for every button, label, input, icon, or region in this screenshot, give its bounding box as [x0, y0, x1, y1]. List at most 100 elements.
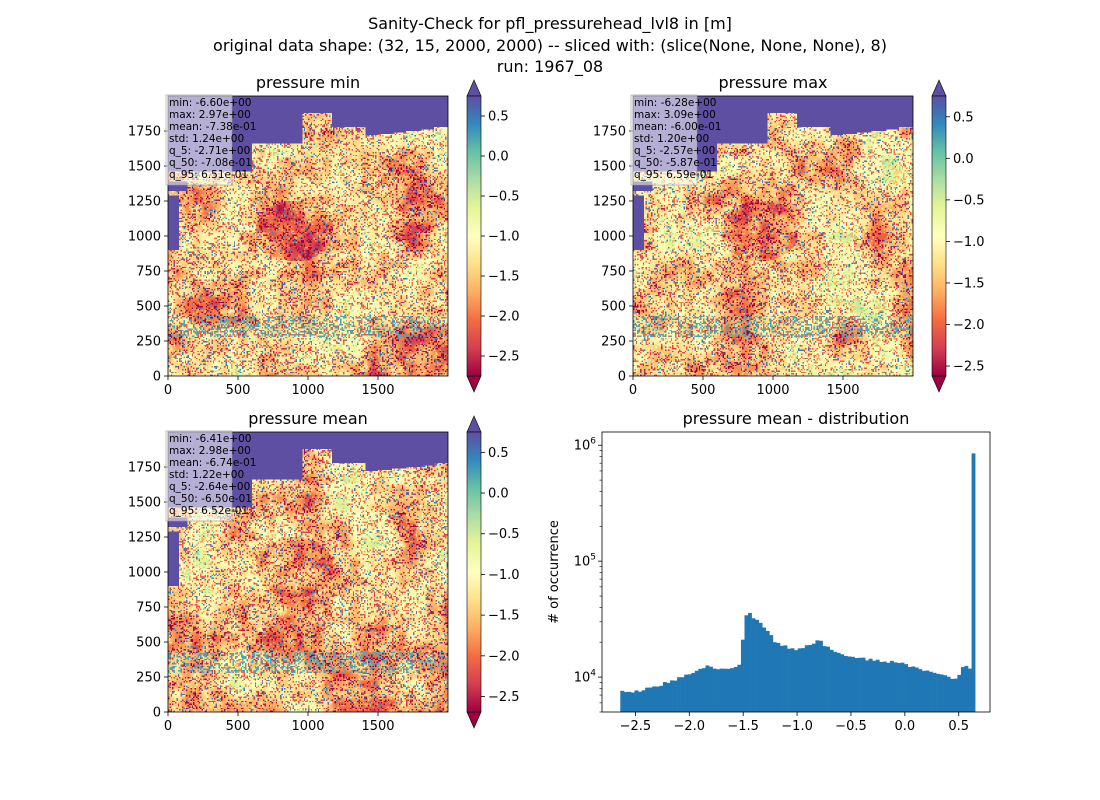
histogram-bar [893, 662, 898, 712]
histogram-bar [645, 687, 650, 712]
histogram-bar [968, 668, 972, 712]
colorbar-tick-label: −0.5 [953, 193, 985, 208]
colorbar-tick-label: 0.5 [488, 446, 509, 461]
x-tick-label: 1500 [361, 719, 394, 734]
histogram-bar [769, 635, 774, 712]
x-tick-label: −1.0 [781, 719, 813, 734]
histogram-bar [911, 666, 916, 712]
x-tick-label: −2.0 [674, 719, 706, 734]
x-tick-label: 0 [164, 383, 172, 398]
x-tick-label: 500 [226, 719, 251, 734]
histogram-bar [854, 658, 859, 712]
colorbar-tick-label: −2.0 [953, 318, 985, 333]
histogram-bar [797, 648, 802, 712]
histogram-bar [936, 673, 940, 712]
stats-line: max: 3.09e+00 [634, 109, 716, 121]
y-tick-base: 10 [574, 555, 591, 570]
histogram-bar [943, 675, 948, 712]
y-tick-label: 1500 [128, 496, 161, 511]
colorbar: −2.5 −2.0 −1.5 −1.0 −0.5 0.0 0.5 [466, 415, 520, 729]
histogram-bar [843, 655, 848, 712]
colorbar-tick-label: −2.5 [953, 360, 985, 375]
y-tick-label: 0 [153, 370, 161, 385]
histogram-bar [865, 660, 869, 712]
histogram-bar [858, 657, 862, 712]
histogram-bar [932, 672, 937, 712]
histogram-bar [953, 678, 958, 712]
histogram-bar [939, 674, 944, 712]
stats-line: q_95: 6.59e-01 [634, 169, 713, 181]
histogram-bar [886, 662, 891, 712]
y-tick-label: 1250 [593, 195, 626, 210]
colorbar-extend-min [466, 711, 482, 729]
panel-title: pressure mean - distribution [683, 409, 910, 428]
histogram-bar [914, 667, 919, 712]
histogram-bar [776, 642, 781, 712]
colorbar-tick-label: 0.0 [953, 152, 974, 167]
stats-box-background [630, 94, 698, 186]
y-tick-label: 1750 [593, 125, 626, 140]
colorbar-tick-label: −1.5 [488, 270, 520, 285]
histogram-bar [733, 666, 738, 712]
figure-title-line-3: run: 1967_08 [497, 57, 603, 77]
histogram-bar [740, 639, 745, 712]
histogram-bar [907, 666, 912, 712]
y-tick-exponent: 4 [590, 669, 596, 679]
histogram-bar [918, 669, 923, 712]
y-tick-label: 1500 [593, 160, 626, 175]
y-tick-label: 500 [136, 300, 161, 315]
histogram-bar [833, 651, 838, 712]
stats-line: std: 1.22e+00 [169, 469, 244, 481]
histogram-bar [716, 669, 720, 712]
histogram-bar [737, 664, 742, 712]
y-tick-exponent: 6 [590, 437, 596, 447]
colorbar-tick-label: −2.0 [488, 310, 520, 325]
histogram-bar [787, 648, 791, 712]
histogram-bar [634, 690, 639, 712]
y-tick-label: 1750 [128, 125, 161, 140]
histogram-bar [765, 630, 770, 712]
y-tick-label: 104 [574, 669, 597, 686]
histogram-bar [950, 678, 955, 712]
heatmap-panel-pressure-min: pressure min 0 500 1000 1500 0 250 500 750 1000 12… [128, 73, 520, 398]
histogram-bar [652, 686, 657, 712]
y-tick-label: 750 [601, 265, 626, 280]
y-tick-label: 106 [574, 437, 597, 454]
y-tick-label: 105 [574, 553, 596, 570]
histogram-bar [684, 674, 689, 712]
panel-title: pressure mean [248, 409, 368, 428]
x-tick-label: 0 [629, 383, 637, 398]
histogram-bar [872, 660, 877, 712]
colorbar-tick-label: 0.0 [488, 487, 509, 502]
stats-box-background [165, 430, 233, 522]
panel-title: pressure min [256, 73, 360, 92]
histogram-bar [868, 658, 873, 712]
histogram-bar [723, 668, 728, 712]
y-tick-base: 10 [574, 439, 591, 454]
histogram-bar [730, 668, 735, 712]
histogram-bar [623, 691, 628, 712]
x-tick-label: 500 [691, 383, 716, 398]
stats-line: min: -6.28e+00 [634, 97, 716, 109]
stats-line: max: 2.97e+00 [169, 109, 251, 121]
figure-title-line-1: Sanity-Check for pfl_pressurehead_lvl8 i… [368, 14, 732, 34]
colorbar-tick-label: −1.5 [488, 609, 520, 624]
histogram-bar [709, 666, 713, 712]
colorbar-extend-max [466, 415, 482, 433]
colorbar-tick-label: −1.0 [488, 230, 520, 245]
x-tick-label: 0.5 [948, 719, 969, 734]
histogram-bar [829, 649, 834, 712]
histogram-bar [822, 646, 827, 712]
histogram-bar [840, 654, 845, 712]
x-tick-label: 1500 [361, 383, 394, 398]
y-tick-label: 250 [601, 335, 626, 350]
stats-line: q_50: -6.50e-01 [169, 493, 252, 505]
histogram-bar [698, 668, 703, 712]
stats-line: mean: -6.74e-01 [169, 457, 256, 469]
histogram-bar [971, 453, 976, 712]
histogram-bar [964, 665, 969, 712]
histogram-bar [655, 686, 660, 712]
heatmap-panel-pressure-max: pressure max 0 500 1000 1500 0 250 500 750 1000 12… [593, 73, 985, 398]
